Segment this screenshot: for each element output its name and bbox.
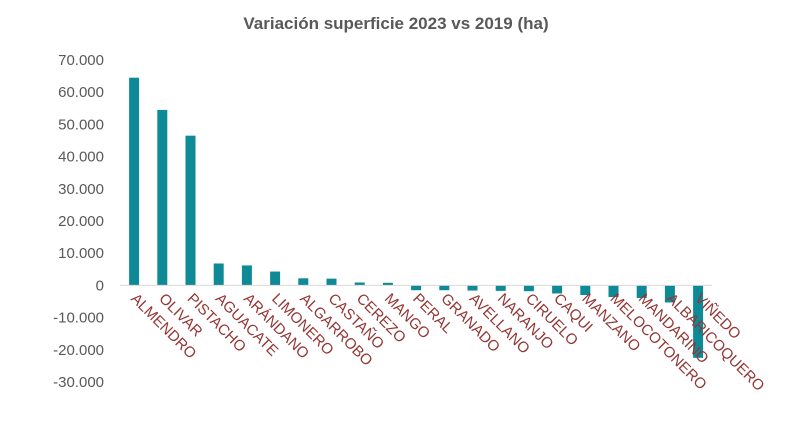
y-tick-label: -30.000 xyxy=(53,374,104,391)
y-tick-label: 70.000 xyxy=(58,52,104,69)
bar xyxy=(298,278,309,286)
y-tick-label: 40.000 xyxy=(58,149,104,166)
bar xyxy=(636,285,647,298)
bar xyxy=(129,77,140,286)
chart-title: Variación superficie 2023 vs 2019 (ha) xyxy=(243,14,549,33)
bar xyxy=(495,285,506,291)
bar xyxy=(382,282,393,286)
bar xyxy=(552,285,563,294)
bar xyxy=(270,271,281,286)
bar xyxy=(185,135,196,286)
y-tick-label: -20.000 xyxy=(53,342,104,359)
bar xyxy=(411,285,422,291)
bar xyxy=(354,282,365,286)
y-tick-label: 50.000 xyxy=(58,116,104,133)
bar xyxy=(157,109,168,286)
bar xyxy=(241,265,252,286)
bar xyxy=(326,278,337,286)
bar xyxy=(664,285,675,303)
bar xyxy=(523,285,534,292)
y-tick-label: 10.000 xyxy=(58,245,104,262)
bar xyxy=(439,285,450,291)
y-tick-label: 0 xyxy=(96,277,104,294)
y-tick-label: 60.000 xyxy=(58,84,104,101)
bar xyxy=(580,285,591,296)
bar xyxy=(467,285,478,291)
bar xyxy=(608,285,619,297)
y-tick-label: 30.000 xyxy=(58,181,104,198)
y-tick-label: 20.000 xyxy=(58,213,104,230)
bar xyxy=(693,285,704,358)
bar xyxy=(213,263,224,286)
y-tick-label: -10.000 xyxy=(53,310,104,327)
